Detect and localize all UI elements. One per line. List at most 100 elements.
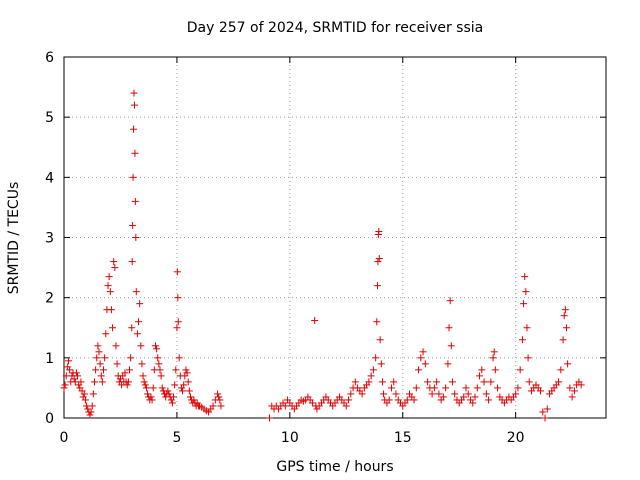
y-tick-label: 1: [45, 351, 54, 367]
data-point: [124, 378, 132, 386]
data-point: [140, 378, 148, 386]
data-point: [180, 381, 188, 389]
data-point: [95, 348, 103, 356]
data-point: [445, 324, 453, 332]
data-point: [70, 375, 78, 383]
data-points: [60, 89, 585, 422]
data-point: [174, 318, 182, 326]
data-point: [216, 396, 224, 404]
data-point: [77, 378, 85, 386]
data-point: [392, 390, 400, 398]
data-point: [562, 324, 570, 332]
y-axis-label: SRMTID / TECUs: [6, 182, 22, 295]
data-point: [373, 318, 381, 326]
data-point: [367, 372, 375, 380]
data-point: [133, 330, 141, 338]
data-point: [369, 366, 377, 374]
data-point: [93, 354, 101, 362]
data-point: [447, 342, 455, 350]
data-point: [351, 378, 359, 386]
data-point: [482, 390, 490, 398]
data-point: [155, 360, 163, 368]
data-point: [113, 360, 121, 368]
x-axis-label: GPS time / hours: [276, 459, 393, 475]
data-point: [439, 393, 447, 401]
data-point: [185, 387, 193, 395]
data-point: [435, 390, 443, 398]
data-point: [491, 366, 499, 374]
data-point: [147, 393, 155, 401]
chart-title: Day 257 of 2024, SRMTID for receiver ssi…: [187, 20, 483, 36]
data-point: [485, 396, 493, 404]
data-point: [172, 366, 180, 374]
data-point: [377, 360, 385, 368]
y-tick-label: 6: [45, 50, 54, 66]
data-point: [175, 354, 183, 362]
data-point: [521, 273, 529, 281]
data-point: [151, 342, 159, 350]
data-point: [109, 324, 117, 332]
data-point: [577, 381, 585, 389]
data-point: [480, 378, 488, 386]
y-tick-label: 3: [45, 231, 54, 247]
data-point: [136, 300, 144, 308]
data-point: [266, 414, 274, 422]
data-point: [97, 372, 105, 380]
data-point: [112, 342, 120, 350]
y-tick-label: 2: [45, 291, 54, 307]
data-point: [182, 366, 190, 374]
data-point: [522, 288, 530, 296]
data-point: [88, 402, 96, 410]
data-point: [424, 378, 432, 386]
data-point: [375, 227, 383, 235]
data-point: [101, 354, 109, 362]
data-point: [130, 89, 138, 97]
data-point: [478, 366, 486, 374]
data-point: [462, 384, 470, 392]
data-point: [123, 381, 131, 389]
data-point: [570, 387, 578, 395]
data-point: [135, 318, 143, 326]
data-point: [131, 197, 139, 205]
data-point: [156, 366, 164, 374]
data-point: [130, 101, 138, 109]
data-point: [121, 369, 129, 377]
data-point: [129, 221, 137, 229]
data-point: [543, 405, 551, 413]
data-point: [514, 384, 522, 392]
data-point: [342, 402, 350, 410]
data-point: [489, 354, 497, 362]
data-point: [385, 396, 393, 404]
data-point: [157, 372, 165, 380]
data-point: [80, 390, 88, 398]
data-point: [125, 366, 133, 374]
data-point: [430, 384, 438, 392]
data-point: [153, 345, 161, 353]
data-point: [94, 342, 102, 350]
data-point: [132, 288, 140, 296]
data-point: [476, 372, 484, 380]
data-point: [214, 390, 222, 398]
data-point: [560, 312, 568, 320]
data-point: [448, 378, 456, 386]
x-tick-label: 5: [172, 430, 181, 446]
data-point: [104, 282, 112, 290]
data-point: [390, 378, 398, 386]
data-point: [111, 264, 119, 272]
data-point: [87, 408, 95, 416]
data-point: [90, 378, 98, 386]
data-point: [81, 396, 89, 404]
data-point: [347, 390, 355, 398]
data-point: [442, 384, 450, 392]
data-point: [444, 360, 452, 368]
data-point: [561, 306, 569, 314]
data-point: [311, 317, 319, 325]
data-point: [557, 366, 565, 374]
data-point: [403, 396, 411, 404]
data-point: [365, 378, 373, 386]
data-point: [524, 354, 532, 362]
data-point: [428, 390, 436, 398]
x-tick-label: 20: [507, 430, 525, 446]
data-point: [183, 369, 191, 377]
data-point: [378, 378, 386, 386]
